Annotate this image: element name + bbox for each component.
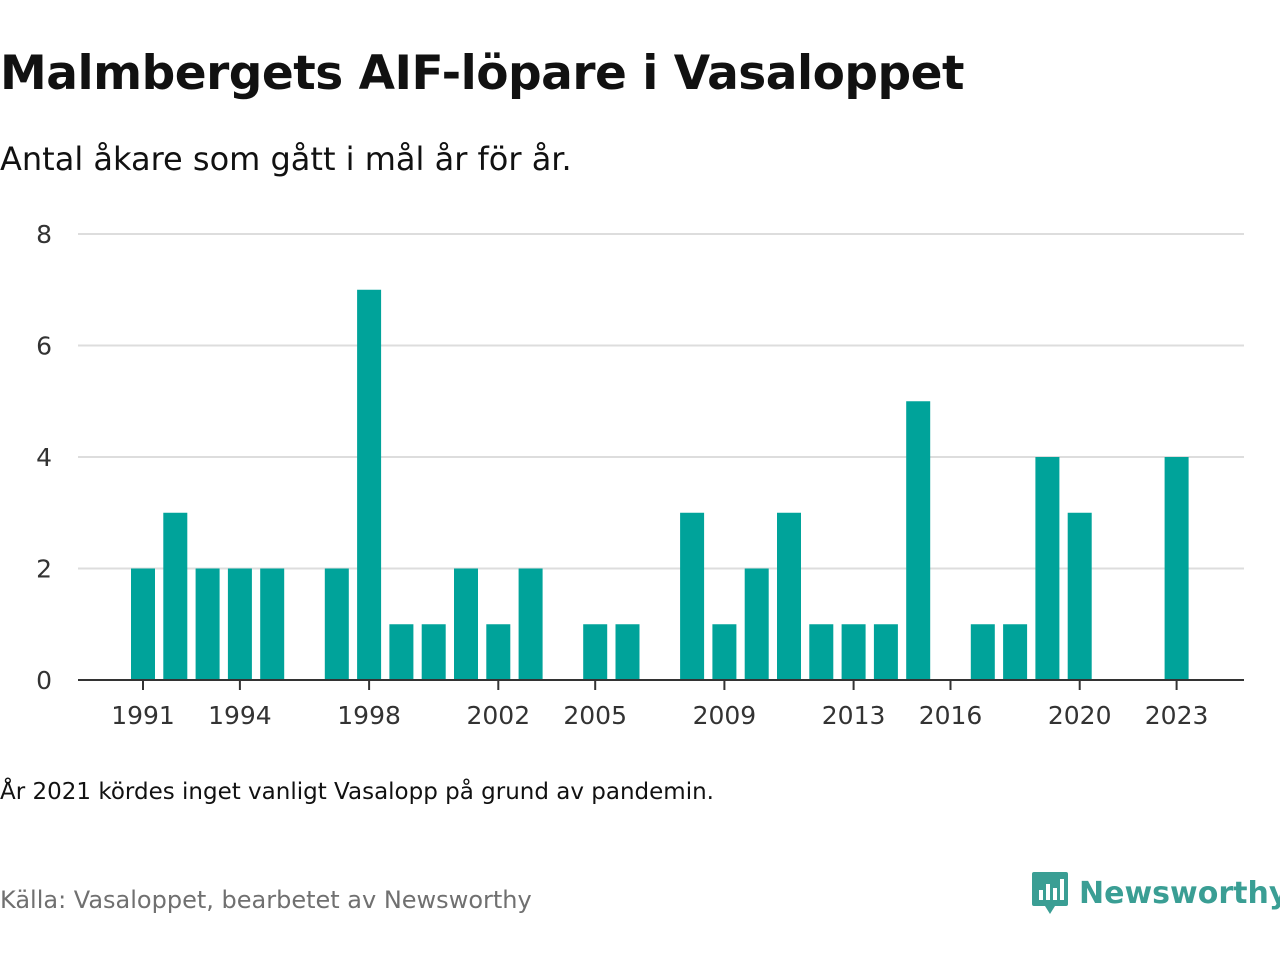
- bar-chart: 0 2 4 6 8 1991 1994 1998 2002 2005 2009 2013 2016 20…: [36, 220, 1244, 730]
- source-credit: Källa: Vasaloppet, bearbetet av Newswort…: [0, 886, 532, 914]
- bar-1995: [260, 568, 285, 680]
- x-tick-label: 2013: [822, 701, 886, 730]
- bar-2002: [486, 624, 511, 680]
- bar-2001: [454, 568, 478, 680]
- x-tick-label: 2020: [1048, 701, 1112, 730]
- bar-2015: [906, 401, 931, 680]
- bar-1991: [131, 568, 155, 680]
- y-tick-label: 8: [36, 220, 52, 249]
- bar-1998: [357, 289, 382, 680]
- bar-2020: [1067, 512, 1092, 680]
- x-axis-ticks: 1991 1994 1998 2002 2005 2009 2013 2016 2020 2023: [111, 680, 1208, 730]
- bar-2018: [1003, 624, 1028, 680]
- y-tick-label: 4: [36, 443, 52, 472]
- x-tick-label: 2009: [693, 701, 757, 730]
- bar-2010: [744, 568, 769, 680]
- bar-2008: [680, 512, 705, 680]
- y-tick-label: 2: [36, 555, 52, 584]
- bar-2014: [873, 624, 898, 680]
- bar-2023: [1164, 457, 1189, 680]
- x-tick-label: 1994: [208, 701, 272, 730]
- y-axis-ticks: 0 2 4 6 8: [36, 220, 52, 695]
- x-tick-label: 2002: [466, 701, 530, 730]
- x-tick-label: 2005: [563, 701, 627, 730]
- bar-1992: [163, 512, 188, 680]
- bar-2000: [421, 624, 446, 680]
- bar-2003: [518, 568, 543, 680]
- chart-title: Malmbergets AIF-löpare i Vasaloppet: [0, 46, 965, 101]
- x-tick-label: 2016: [919, 701, 983, 730]
- chart-subtitle: Antal åkare som gått i mål år för år.: [0, 140, 572, 178]
- y-tick-label: 6: [36, 332, 52, 361]
- bar-2009: [712, 624, 737, 680]
- bars: [131, 289, 1189, 680]
- x-tick-label: 1991: [111, 701, 175, 730]
- bar-2019: [1035, 457, 1060, 680]
- bar-2011: [777, 512, 801, 680]
- bar-2013: [841, 624, 866, 680]
- x-tick-label: 1998: [337, 701, 401, 730]
- chat-bar-chart-icon: [1032, 872, 1068, 914]
- newsworthy-logo[interactable]: Newsworthy: [1031, 870, 1280, 916]
- bar-2012: [809, 624, 834, 680]
- x-tick-label: 2023: [1145, 701, 1209, 730]
- bar-1993: [195, 568, 220, 680]
- logo-text: Newsworthy: [1079, 875, 1280, 911]
- bar-2017: [970, 624, 995, 680]
- bar-1994: [227, 568, 252, 680]
- footnote: År 2021 kördes inget vanligt Vasalopp på…: [0, 779, 714, 805]
- bar-2006: [615, 624, 640, 680]
- bar-1999: [389, 624, 414, 680]
- y-tick-label: 0: [36, 666, 52, 695]
- bar-1997: [324, 568, 349, 680]
- bar-2005: [583, 624, 608, 680]
